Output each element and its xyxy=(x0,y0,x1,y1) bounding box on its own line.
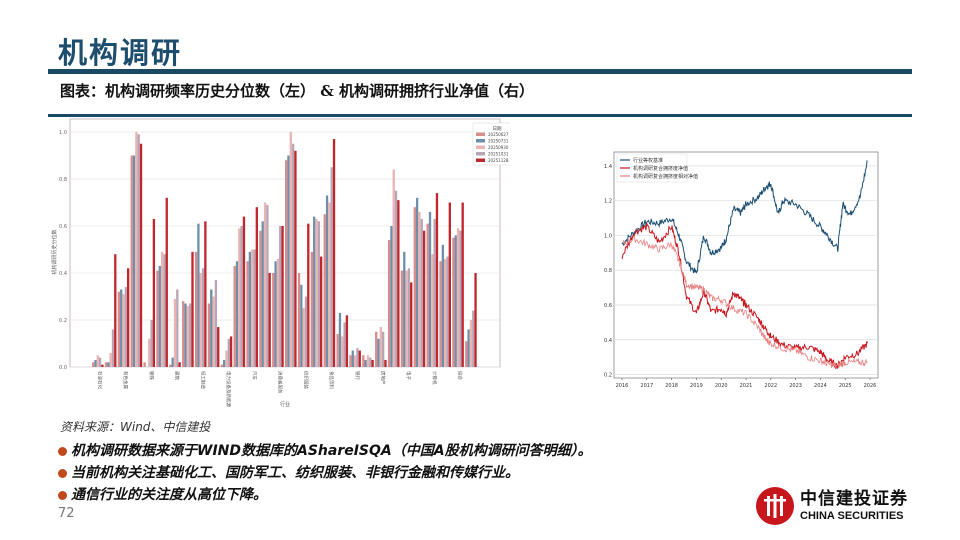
svg-text:0.0: 0.0 xyxy=(59,365,67,371)
bullet-list: 机构调研数据来源于WIND数据库的AShareISQA（中国A股机构调研问答明细… xyxy=(58,440,592,506)
svg-text:建筑: 建筑 xyxy=(174,371,181,380)
svg-text:汽车: 汽车 xyxy=(251,371,258,380)
svg-text:0.4: 0.4 xyxy=(604,338,612,344)
bullet-dot-icon xyxy=(58,446,67,456)
svg-text:综合: 综合 xyxy=(457,371,464,380)
percentile-bar-chart: 0.0 0.2 0.4 0.6 0.8 1.0 机构调研历史分位数石油石化 有色金属 钢铁 建筑 轻… xyxy=(50,117,522,409)
svg-text:消费者服务: 消费者服务 xyxy=(277,371,284,394)
title-rule xyxy=(48,69,912,74)
svg-text:食品饮料: 食品饮料 xyxy=(328,371,335,389)
svg-text:20251128.0: 20251128.0 xyxy=(488,158,510,163)
svg-text:日期: 日期 xyxy=(493,126,502,132)
svg-text:行业: 行业 xyxy=(280,401,290,408)
data-source: 资料来源：Wind、中信建投 xyxy=(60,420,211,434)
svg-text:2019: 2019 xyxy=(690,383,703,389)
svg-text:2025: 2025 xyxy=(839,383,852,389)
svg-text:2018: 2018 xyxy=(665,383,678,389)
crowding-nav-line-chart: 0.2 0.4 0.6 0.8 1.0 1.2 1.4 2016 2017 2018 2019 202… xyxy=(600,150,880,395)
svg-text:1.2: 1.2 xyxy=(604,199,612,205)
china-securities-logo-icon xyxy=(756,487,794,525)
svg-text:行业等权基准: 行业等权基准 xyxy=(633,157,663,164)
svg-text:石油石化: 石油石化 xyxy=(96,371,103,389)
svg-text:2021: 2021 xyxy=(740,383,753,389)
page-title: 机构调研 xyxy=(58,36,183,70)
svg-text:0.4: 0.4 xyxy=(59,271,67,277)
svg-text:1.0: 1.0 xyxy=(59,130,67,136)
svg-text:20250627: 20250627 xyxy=(488,132,509,137)
svg-text:0.6: 0.6 xyxy=(59,224,67,230)
bullet-item: 当前机构关注基础化工、国防军工、纺织服装、非银行金融和传媒行业。 xyxy=(58,462,592,484)
svg-text:机构调研复合拥挤度相对净值: 机构调研复合拥挤度相对净值 xyxy=(633,173,698,180)
svg-text:0.2: 0.2 xyxy=(604,373,612,379)
svg-text:银行: 银行 xyxy=(354,371,361,380)
bullet-text: 当前机构关注基础化工、国防军工、纺织服装、非银行金融和传媒行业。 xyxy=(71,465,519,481)
svg-text:2023: 2023 xyxy=(789,383,802,389)
svg-text:0.2: 0.2 xyxy=(59,318,67,324)
svg-text:2024: 2024 xyxy=(814,383,827,389)
chart-caption: 图表：机构调研频率历史分位数（左） & 机构调研拥挤行业净值（右） xyxy=(60,82,534,100)
svg-text:2017: 2017 xyxy=(640,383,653,389)
svg-text:0.8: 0.8 xyxy=(604,268,612,274)
svg-text:轻工制造: 轻工制造 xyxy=(199,371,206,389)
svg-text:纺织服装: 纺织服装 xyxy=(302,371,309,389)
bullet-item: 机构调研数据来源于WIND数据库的AShareISQA（中国A股机构调研问答明细… xyxy=(58,440,592,462)
page-number: 72 xyxy=(58,506,75,521)
svg-text:机构调研历史分位数: 机构调研历史分位数 xyxy=(51,229,58,274)
svg-text:2022: 2022 xyxy=(764,383,777,389)
bullet-item: 通信行业的关注度从高位下降。 xyxy=(58,484,592,506)
svg-text:2020: 2020 xyxy=(715,383,728,389)
svg-text:0.6: 0.6 xyxy=(604,303,612,309)
svg-text:2016: 2016 xyxy=(616,383,629,389)
bullet-text: 机构调研数据来源于WIND数据库的AShareISQA（中国A股机构调研问答明细… xyxy=(71,443,592,459)
svg-text:电力设备及新能源: 电力设备及新能源 xyxy=(225,371,232,407)
svg-text:20250731: 20250731 xyxy=(488,139,509,144)
svg-text:电子: 电子 xyxy=(405,371,412,380)
company-logo: 中信建投证券 CHINA SECURITIES xyxy=(756,487,908,525)
caption-rule xyxy=(48,114,912,117)
svg-text:计算机: 计算机 xyxy=(431,371,438,385)
svg-text:20251031: 20251031 xyxy=(488,152,509,157)
svg-text:房地产: 房地产 xyxy=(380,371,387,385)
bullet-dot-icon xyxy=(58,468,67,478)
bullet-dot-icon xyxy=(58,490,67,500)
svg-text:1.4: 1.4 xyxy=(604,164,612,170)
svg-text:1.0: 1.0 xyxy=(604,233,612,239)
logo-cn-text: 中信建投证券 xyxy=(800,489,908,509)
svg-text:2026: 2026 xyxy=(864,383,877,389)
svg-text:钢铁: 钢铁 xyxy=(148,371,155,380)
logo-en-text: CHINA SECURITIES xyxy=(800,510,904,522)
svg-text:机构调研复合拥挤度净值: 机构调研复合拥挤度净值 xyxy=(633,165,688,172)
bullet-text: 通信行业的关注度从高位下降。 xyxy=(71,487,267,503)
svg-text:有色金属: 有色金属 xyxy=(122,371,129,389)
svg-text:0.8: 0.8 xyxy=(59,177,67,183)
svg-text:20250930: 20250930 xyxy=(488,145,509,150)
